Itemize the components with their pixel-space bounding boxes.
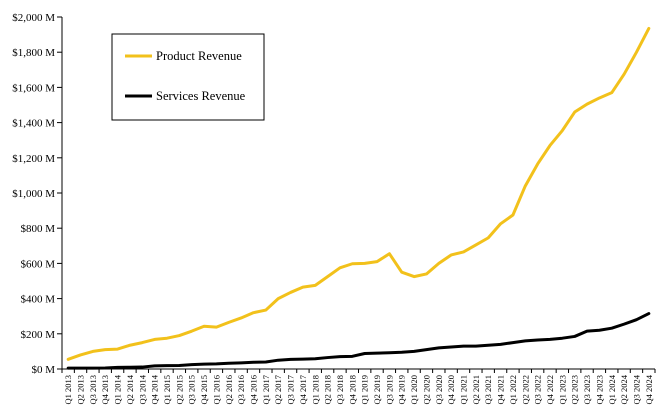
x-tick-label: Q4 2016 [248, 375, 258, 405]
y-tick-label: $1,800 M [12, 47, 55, 59]
x-tick-label: Q1 2021 [459, 375, 469, 405]
y-tick-label: $600 M [20, 258, 55, 270]
x-tick-label: Q1 2017 [261, 375, 271, 405]
series-line-services-revenue [66, 312, 651, 370]
x-tick-label: Q4 2021 [496, 375, 506, 405]
legend-box [111, 33, 265, 121]
y-tick-label: $0 M [31, 364, 55, 376]
x-tick-label: Q4 2024 [644, 374, 654, 404]
x-tick-label: Q4 2022 [545, 375, 555, 405]
y-tick-label: $1,000 M [12, 188, 55, 200]
x-tick-label: Q4 2018 [347, 375, 357, 405]
x-tick-label: Q3 2015 [187, 375, 197, 405]
x-tick-label: Q4 2014 [150, 374, 160, 404]
x-tick-label: Q2 2019 [372, 375, 382, 405]
x-tick-label: Q1 2016 [211, 375, 221, 405]
x-tick-label: Q2 2014 [125, 374, 135, 404]
x-tick-label: Q3 2017 [286, 375, 296, 405]
x-tick-label: Q3 2016 [236, 375, 246, 405]
y-tick-label: $1,200 M [12, 153, 55, 165]
legend-label-product-revenue: Product Revenue [156, 49, 242, 63]
x-tick-label: Q2 2022 [520, 375, 530, 405]
x-tick-label: Q1 2024 [607, 374, 617, 404]
x-tick-label: Q3 2013 [88, 375, 98, 405]
x-tick-label: Q4 2023 [594, 375, 604, 405]
y-tick-label: $1,400 M [12, 118, 55, 130]
x-tick-label: Q2 2021 [471, 375, 481, 405]
x-tick-label: Q2 2018 [323, 375, 333, 405]
x-tick-label: Q2 2015 [174, 375, 184, 405]
y-tick-label: $400 M [20, 294, 55, 306]
x-tick-label: Q4 2017 [298, 375, 308, 405]
x-tick-label: Q2 2016 [224, 375, 234, 405]
x-tick-label: Q4 2019 [397, 375, 407, 405]
y-tick-label: $2,000 M [12, 12, 55, 24]
series-layer [66, 26, 651, 370]
x-tick-label: Q1 2020 [409, 375, 419, 405]
y-axis: $0 M $200 M $400 M $600 M $800 M $1,000 M $1,2… [12, 12, 63, 376]
x-tick-label: Q3 2019 [384, 375, 394, 405]
x-tick-label: Q4 2015 [199, 375, 209, 405]
x-tick-label: Q3 2022 [533, 375, 543, 405]
legend-label-services-revenue: Services Revenue [156, 89, 246, 103]
x-tick-label: Q3 2018 [335, 375, 345, 405]
x-tick-label: Q1 2018 [310, 375, 320, 405]
series-line-product-revenue [66, 26, 651, 361]
x-tick-label: Q4 2013 [100, 375, 110, 405]
x-tick-label: Q2 2023 [570, 375, 580, 405]
x-tick-label: Q1 2013 [63, 375, 73, 405]
x-tick-label: Q1 2022 [508, 375, 518, 405]
legend: Product Revenue Services Revenue [111, 33, 265, 121]
x-tick-label: Q3 2014 [137, 374, 147, 404]
x-tick-label: Q2 2020 [421, 375, 431, 405]
x-tick-label: Q2 2013 [76, 375, 86, 405]
x-tick-label: Q1 2015 [162, 375, 172, 405]
x-tick-label: Q3 2020 [434, 375, 444, 405]
x-axis: Q1 2013 Q2 2013 Q3 2013 Q4 2013 Q1 2014 Q2 20… [61, 368, 656, 405]
y-tick-label: $1,600 M [12, 82, 55, 94]
x-tick-label: Q3 2023 [582, 375, 592, 405]
x-tick-label: Q1 2019 [360, 375, 370, 405]
x-tick-label: Q3 2024 [631, 374, 641, 404]
x-tick-label: Q1 2014 [113, 374, 123, 404]
y-tick-label: $200 M [20, 329, 55, 341]
y-tick-label: $800 M [20, 223, 55, 235]
x-tick-label: Q1 2023 [557, 375, 567, 405]
x-tick-label: Q3 2021 [483, 375, 493, 405]
x-tick-label: Q2 2017 [273, 375, 283, 405]
x-tick-label: Q4 2020 [446, 375, 456, 405]
x-tick-label: Q2 2024 [619, 374, 629, 404]
